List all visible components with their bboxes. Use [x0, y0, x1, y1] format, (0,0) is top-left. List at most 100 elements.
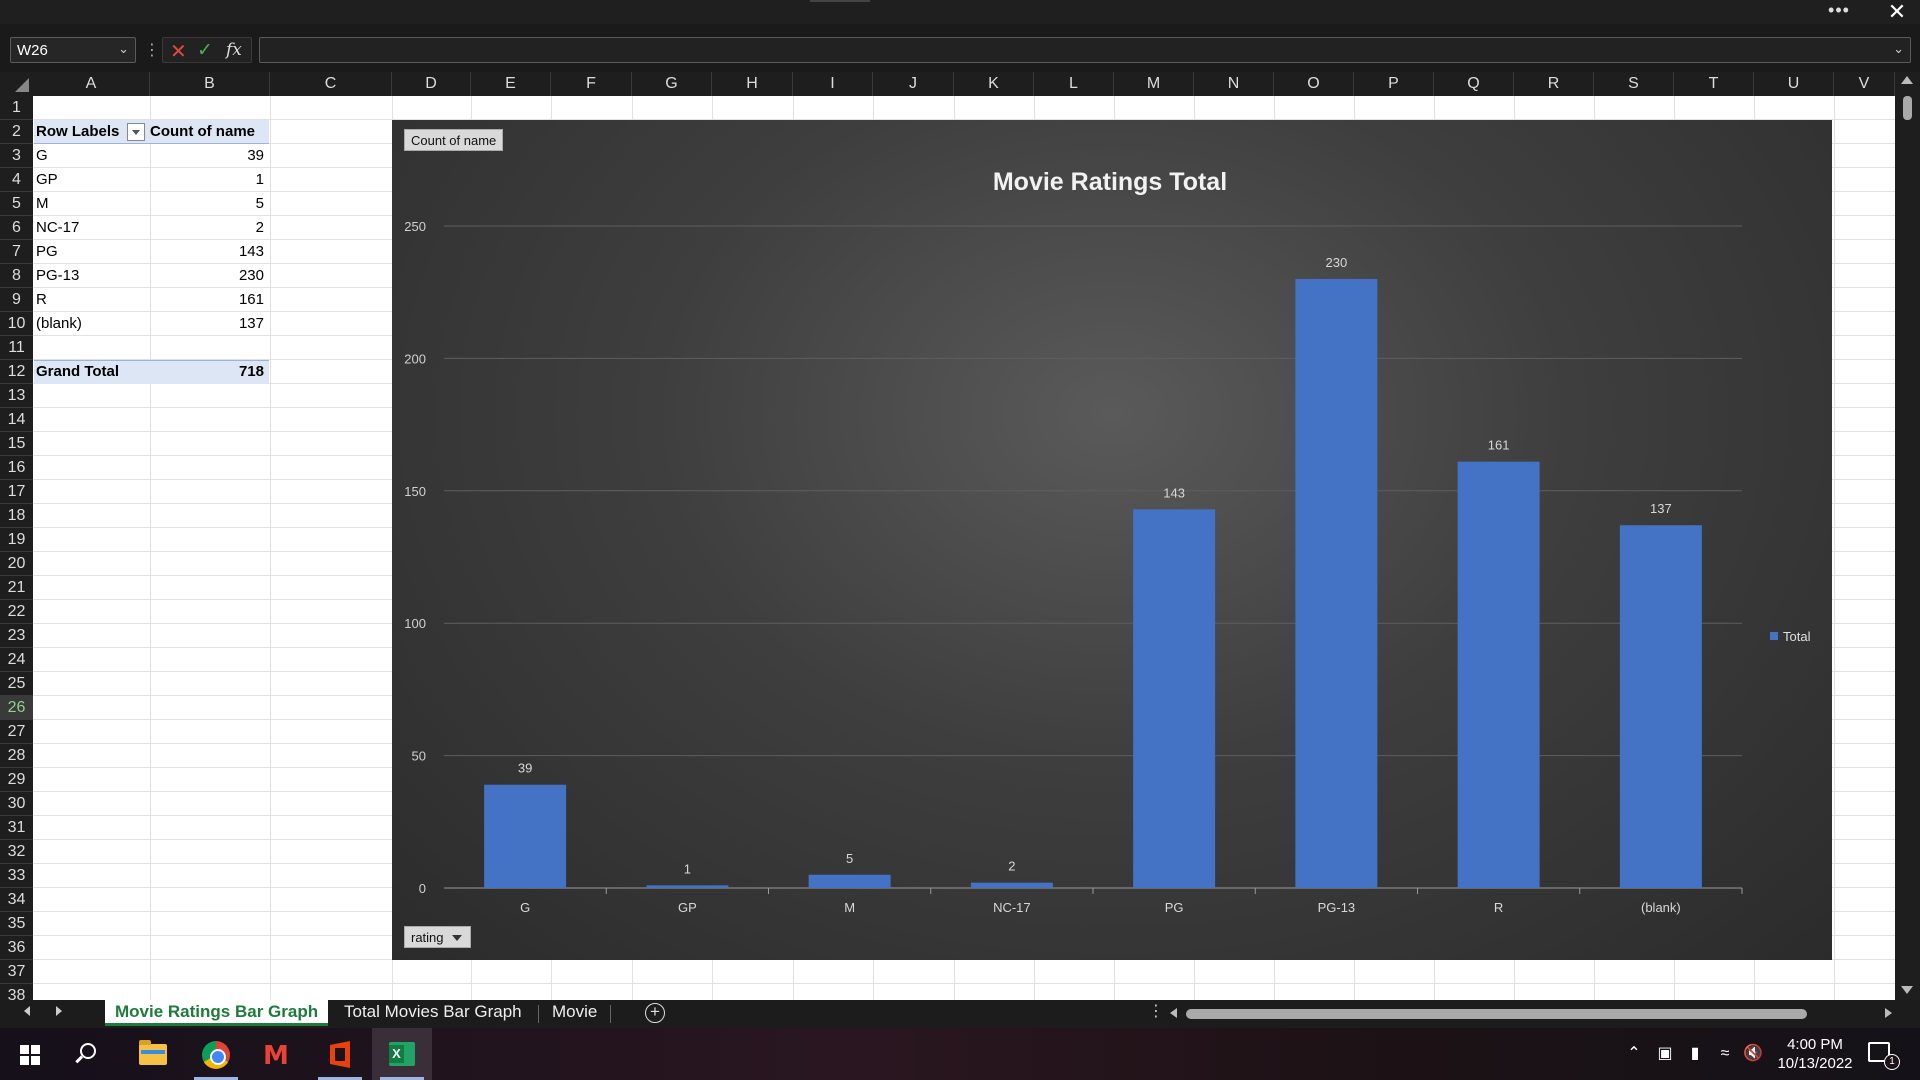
row-header[interactable]: 23 [0, 624, 33, 648]
taskbar-search-button[interactable] [60, 1028, 120, 1080]
horizontal-scrollbar[interactable] [1166, 1004, 1896, 1022]
row-header[interactable]: 17 [0, 480, 33, 504]
row-header[interactable]: 25 [0, 672, 33, 696]
taskbar-gmail[interactable]: M [248, 1028, 308, 1080]
expand-formula-icon[interactable]: ⌄ [1893, 41, 1904, 56]
row-header[interactable]: 2 [0, 120, 33, 144]
insert-function-icon[interactable]: fx [226, 40, 242, 60]
row-header[interactable]: 4 [0, 168, 33, 192]
show-hidden-icons-icon[interactable]: ⌃ [1627, 1045, 1641, 1062]
row-header[interactable]: 12 [0, 360, 33, 384]
taskbar-excel[interactable]: X [372, 1028, 432, 1080]
start-button[interactable] [0, 1028, 60, 1080]
tab-movie-ratings-bar-graph[interactable]: Movie Ratings Bar Graph [105, 1000, 329, 1026]
chevron-down-icon[interactable]: ⌄ [118, 41, 129, 56]
vertical-scroll-thumb[interactable] [1903, 96, 1912, 120]
column-header[interactable]: U [1754, 72, 1834, 96]
scroll-right-icon[interactable] [1885, 1008, 1892, 1018]
row-header[interactable]: 34 [0, 888, 33, 912]
axis-field-button[interactable]: rating [404, 926, 471, 948]
column-header[interactable]: B [150, 72, 270, 96]
row-header[interactable]: 29 [0, 768, 33, 792]
column-header[interactable]: F [551, 72, 632, 96]
column-header[interactable]: Q [1434, 72, 1514, 96]
column-header[interactable]: C [270, 72, 392, 96]
column-header[interactable]: R [1514, 72, 1594, 96]
column-header[interactable]: E [471, 72, 551, 96]
column-header[interactable]: N [1194, 72, 1274, 96]
column-header[interactable]: S [1594, 72, 1674, 96]
row-header[interactable]: 19 [0, 528, 33, 552]
taskbar-chrome[interactable] [186, 1028, 246, 1080]
row-header[interactable]: 31 [0, 816, 33, 840]
cancel-icon[interactable]: ✕ [170, 41, 187, 63]
taskbar-office[interactable] [310, 1028, 370, 1080]
vertical-scrollbar[interactable] [1895, 72, 1920, 1000]
previous-sheet-icon[interactable] [24, 1006, 30, 1016]
formula-bar-splitter-icon[interactable]: ⋮ [144, 42, 160, 59]
row-header[interactable]: 6 [0, 216, 33, 240]
tab-total-movies-bar-graph[interactable]: Total Movies Bar Graph [344, 1002, 522, 1021]
column-header[interactable]: T [1674, 72, 1754, 96]
row-header[interactable]: 36 [0, 936, 33, 960]
meet-now-icon[interactable]: ▣ [1657, 1045, 1673, 1062]
next-sheet-icon[interactable] [56, 1006, 62, 1016]
row-labels-filter-button[interactable] [127, 123, 145, 141]
row-header[interactable]: 10 [0, 312, 33, 336]
pivot-chart[interactable]: Movie Ratings Total 0 50 100 150 200 250 39 G 1 GP… [392, 120, 1832, 960]
column-header[interactable]: M [1114, 72, 1194, 96]
value-field-button[interactable]: Count of name [404, 129, 504, 151]
row-header[interactable]: 22 [0, 600, 33, 624]
column-header[interactable]: G [632, 72, 712, 96]
horizontal-scroll-thumb[interactable] [1186, 1009, 1807, 1019]
column-header[interactable]: A [33, 72, 150, 96]
row-header[interactable]: 5 [0, 192, 33, 216]
name-box[interactable]: W26 ⌄ [10, 37, 136, 63]
column-header[interactable]: H [712, 72, 793, 96]
column-header[interactable]: J [873, 72, 954, 96]
formula-input[interactable]: ⌄ [259, 37, 1911, 63]
row-header[interactable]: 14 [0, 408, 33, 432]
row-header[interactable]: 21 [0, 576, 33, 600]
row-header[interactable]: 32 [0, 840, 33, 864]
row-header[interactable]: 20 [0, 552, 33, 576]
wifi-icon[interactable]: ≈ [1720, 1045, 1730, 1062]
column-header[interactable]: D [392, 72, 471, 96]
notification-center-icon[interactable]: 1 [1868, 1042, 1900, 1070]
battery-icon[interactable]: ▮ [1690, 1045, 1700, 1062]
tab-splitter-icon[interactable]: ⋮ [1148, 1003, 1164, 1020]
select-all-corner[interactable] [0, 72, 33, 96]
row-header[interactable]: 3 [0, 144, 33, 168]
row-header[interactable]: 27 [0, 720, 33, 744]
column-header[interactable]: P [1354, 72, 1434, 96]
check-icon[interactable]: ✓ [197, 40, 213, 61]
row-header[interactable]: 37 [0, 960, 33, 984]
scroll-down-icon[interactable] [1901, 986, 1913, 994]
column-header[interactable]: I [793, 72, 873, 96]
row-header[interactable]: 26 [0, 696, 33, 720]
row-header[interactable]: 16 [0, 456, 33, 480]
column-header[interactable]: V [1834, 72, 1895, 96]
row-header[interactable]: 15 [0, 432, 33, 456]
column-header[interactable]: K [954, 72, 1034, 96]
row-header[interactable]: 33 [0, 864, 33, 888]
more-options-icon[interactable]: ••• [1828, 0, 1850, 20]
taskbar-file-explorer[interactable] [123, 1028, 183, 1080]
system-clock[interactable]: 4:00 PM 10/13/2022 [1770, 1035, 1860, 1073]
row-header[interactable]: 24 [0, 648, 33, 672]
row-header[interactable]: 1 [0, 96, 33, 120]
row-header[interactable]: 7 [0, 240, 33, 264]
row-header[interactable]: 8 [0, 264, 33, 288]
row-header[interactable]: 9 [0, 288, 33, 312]
row-header[interactable]: 13 [0, 384, 33, 408]
column-header[interactable]: L [1034, 72, 1114, 96]
row-header[interactable]: 18 [0, 504, 33, 528]
scroll-up-icon[interactable] [1901, 76, 1913, 84]
drag-handle[interactable] [810, 0, 870, 2]
row-header[interactable]: 38 [0, 984, 33, 1000]
scroll-left-icon[interactable] [1170, 1008, 1177, 1018]
row-header[interactable]: 28 [0, 744, 33, 768]
volume-muted-icon[interactable]: 🔇 [1743, 1045, 1763, 1062]
row-header[interactable]: 35 [0, 912, 33, 936]
